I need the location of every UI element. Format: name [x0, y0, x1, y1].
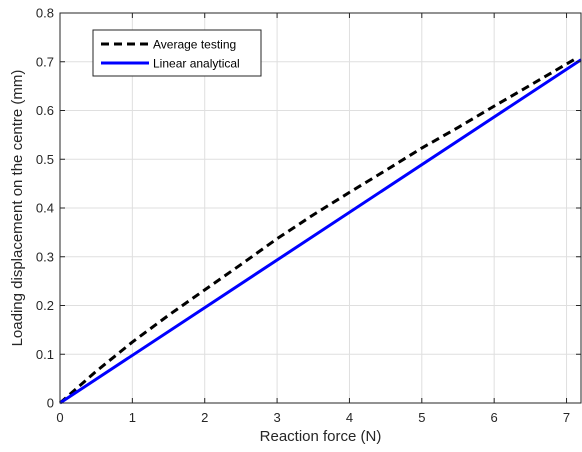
legend-label: Average testing	[153, 38, 236, 52]
y-tick-label: 0.3	[36, 249, 54, 264]
axis-ticks: 0 1 2 3 4 5 6 7 0 0.1 0.2 0.3 0.4 0.5 0.6 0.7 0.8	[36, 6, 581, 425]
legend-box	[92, 29, 262, 77]
legend: Average testing Linear analytical	[92, 29, 262, 77]
x-tick-label: 5	[418, 410, 425, 425]
y-tick-label: 0.6	[36, 103, 54, 118]
y-tick-label: 0.7	[36, 54, 54, 69]
series-layer	[59, 58, 582, 405]
x-axis-title: Reaction force (N)	[260, 428, 382, 445]
y-tick-label: 0.4	[36, 201, 54, 216]
y-tick-label: 0	[47, 396, 54, 411]
x-tick-label: 2	[201, 410, 208, 425]
y-tick-label: 0.8	[36, 6, 54, 21]
legend-label: Linear analytical	[153, 57, 240, 71]
x-tick-label: 6	[491, 410, 498, 425]
y-tick-label: 0.2	[36, 298, 54, 313]
x-tick-label: 1	[129, 410, 136, 425]
series-line-average-testing	[59, 58, 575, 405]
series-line-linear-analytical	[59, 58, 582, 405]
x-tick-label: 4	[346, 410, 353, 425]
x-tick-label: 7	[563, 410, 570, 425]
x-tick-label: 0	[56, 410, 63, 425]
y-tick-label: 0.1	[36, 347, 54, 362]
y-axis-title: Loading displacement on the centre (mm)	[9, 70, 26, 347]
x-tick-label: 3	[273, 410, 280, 425]
y-tick-label: 0.5	[36, 152, 54, 167]
